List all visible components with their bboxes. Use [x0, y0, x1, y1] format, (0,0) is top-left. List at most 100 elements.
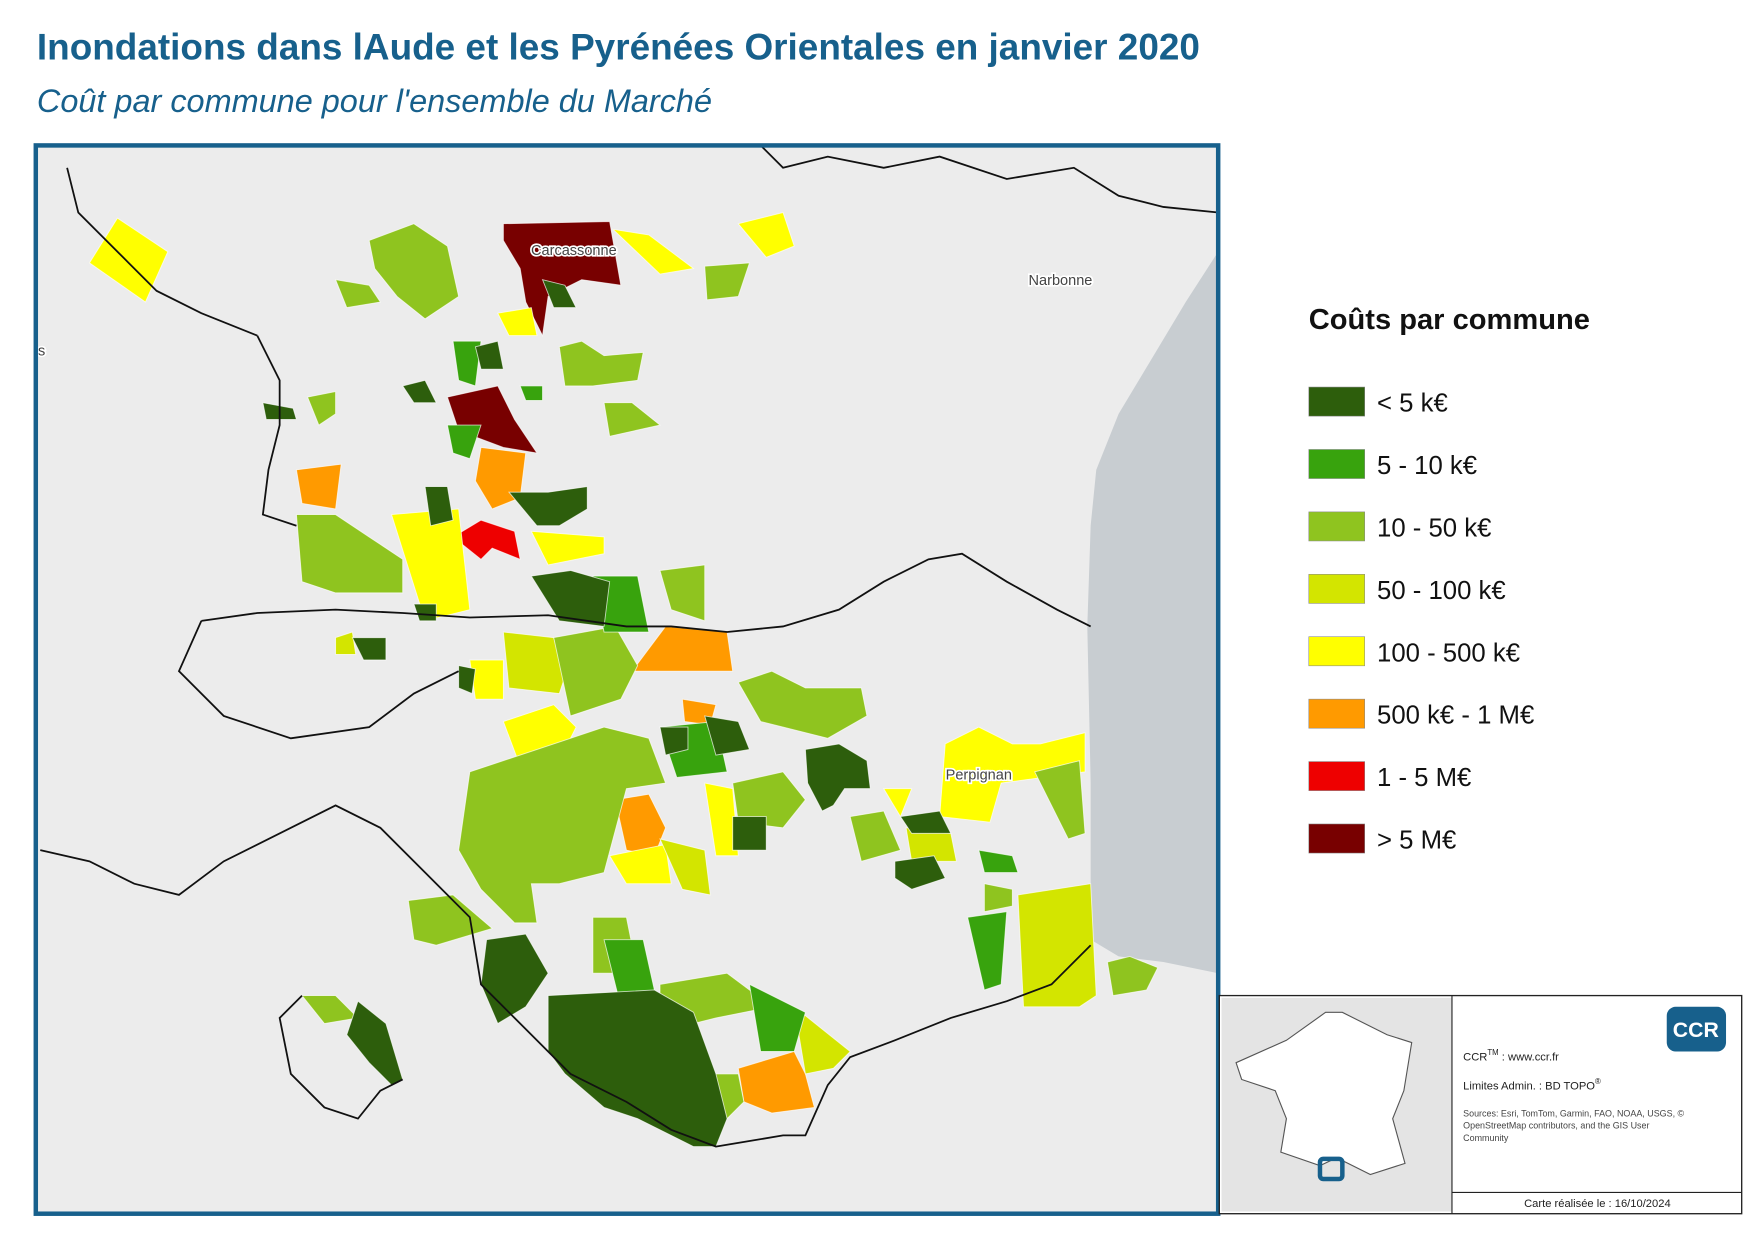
limits: Limites Admin. : BD TOPO®	[1463, 1077, 1601, 1093]
commune	[1034, 760, 1086, 840]
limits-sup: ®	[1595, 1077, 1601, 1086]
commune	[1106, 955, 1159, 997]
legend-swatch	[1308, 574, 1365, 604]
commune	[603, 402, 661, 437]
commune	[458, 665, 476, 695]
commune	[407, 894, 494, 946]
commune	[899, 810, 952, 834]
legend-label: 50 - 100 k€	[1377, 577, 1506, 605]
commune	[983, 883, 1013, 913]
commune	[452, 519, 521, 561]
sources: Community	[1463, 1133, 1509, 1143]
commune	[519, 385, 543, 401]
commune	[611, 228, 695, 275]
commune	[614, 793, 667, 857]
commune	[351, 637, 387, 661]
commune	[530, 530, 605, 566]
commune	[978, 849, 1019, 873]
commune	[659, 726, 689, 756]
commune	[446, 424, 482, 460]
commune	[659, 838, 711, 896]
title: Inondations dans lAude et les Pyrénées O…	[37, 26, 1200, 67]
border	[760, 145, 1219, 214]
border	[40, 804, 1092, 1148]
border	[256, 335, 297, 527]
legend-label: 1 - 5 M€	[1377, 764, 1471, 792]
commune	[502, 221, 622, 338]
commune	[849, 810, 902, 862]
commune	[469, 659, 504, 700]
map: Carcassonne Narbonne Perpignan s	[35, 145, 1219, 1214]
commune	[732, 771, 806, 829]
place-label: Narbonne	[1029, 273, 1093, 289]
commune	[474, 340, 504, 370]
sources: Sources: Esri, TomTom, Garmin, FAO, NOAA…	[1463, 1108, 1684, 1118]
commune	[793, 1005, 851, 1075]
logo	[1666, 1006, 1727, 1052]
commune	[307, 390, 337, 426]
border	[66, 167, 258, 337]
commune	[704, 782, 739, 857]
commune	[541, 279, 577, 309]
legend-label: 500 k€ - 1 M€	[1377, 702, 1534, 730]
commune	[508, 486, 588, 527]
inset-france	[1235, 1011, 1413, 1176]
commune	[424, 486, 454, 527]
legend-swatch	[1308, 636, 1365, 667]
communes	[88, 212, 1159, 1148]
commune	[452, 340, 482, 387]
legend-swatch	[1308, 698, 1365, 729]
commune	[334, 279, 382, 309]
commune	[502, 631, 566, 695]
commune	[939, 726, 1086, 823]
commune	[737, 212, 795, 258]
inset-marker	[1317, 1156, 1345, 1182]
legend-swatch	[1308, 386, 1365, 417]
commune	[458, 726, 667, 924]
site: CCRTM : www.ccr.fr	[1463, 1048, 1559, 1064]
commune	[88, 217, 169, 303]
commune	[1017, 883, 1097, 1008]
legend-swatch	[1308, 449, 1365, 479]
commune	[748, 983, 806, 1052]
commune	[659, 564, 706, 622]
commune	[295, 514, 404, 594]
commune	[804, 743, 871, 812]
logo-text: CCR	[1673, 1018, 1719, 1042]
subtitle: Coût par commune pour l'ensemble du Marc…	[37, 83, 712, 119]
department-border	[201, 552, 1092, 633]
commune	[368, 223, 460, 320]
map-frame	[33, 143, 1221, 1216]
date: Carte réalisée le : 16/10/2024	[1524, 1198, 1671, 1210]
borders	[40, 145, 1219, 1148]
site-part: CCR	[1463, 1051, 1487, 1063]
place-label: Carcassonne	[531, 243, 617, 259]
commune	[530, 570, 611, 627]
border	[278, 994, 404, 1120]
legend-label: 5 - 10 k€	[1377, 452, 1477, 480]
commune	[295, 463, 342, 510]
commune	[558, 340, 644, 387]
commune	[608, 844, 672, 885]
commune	[547, 989, 728, 1148]
legend-label: 100 - 500 k€	[1377, 639, 1520, 667]
commune	[631, 625, 734, 672]
commune	[335, 631, 357, 655]
commune	[413, 603, 437, 622]
commune	[737, 670, 868, 739]
border	[177, 620, 460, 740]
commune	[401, 379, 437, 404]
commune	[704, 715, 751, 756]
commune	[894, 855, 946, 890]
legend: < 5 k€ 5 - 10 k€ 10 - 50 k€ 50 - 100 k€ 100 …	[1308, 386, 1534, 855]
legend-title: Coûts par commune	[1309, 304, 1590, 336]
site-part: : www.ccr.fr	[1499, 1051, 1559, 1063]
commune	[732, 816, 767, 851]
commune	[497, 307, 538, 337]
legend-label: > 5 M€	[1377, 827, 1456, 855]
site-sup: TM	[1487, 1048, 1498, 1057]
legend-label: 10 - 50 k€	[1377, 514, 1491, 542]
legend-swatch	[1308, 823, 1365, 854]
